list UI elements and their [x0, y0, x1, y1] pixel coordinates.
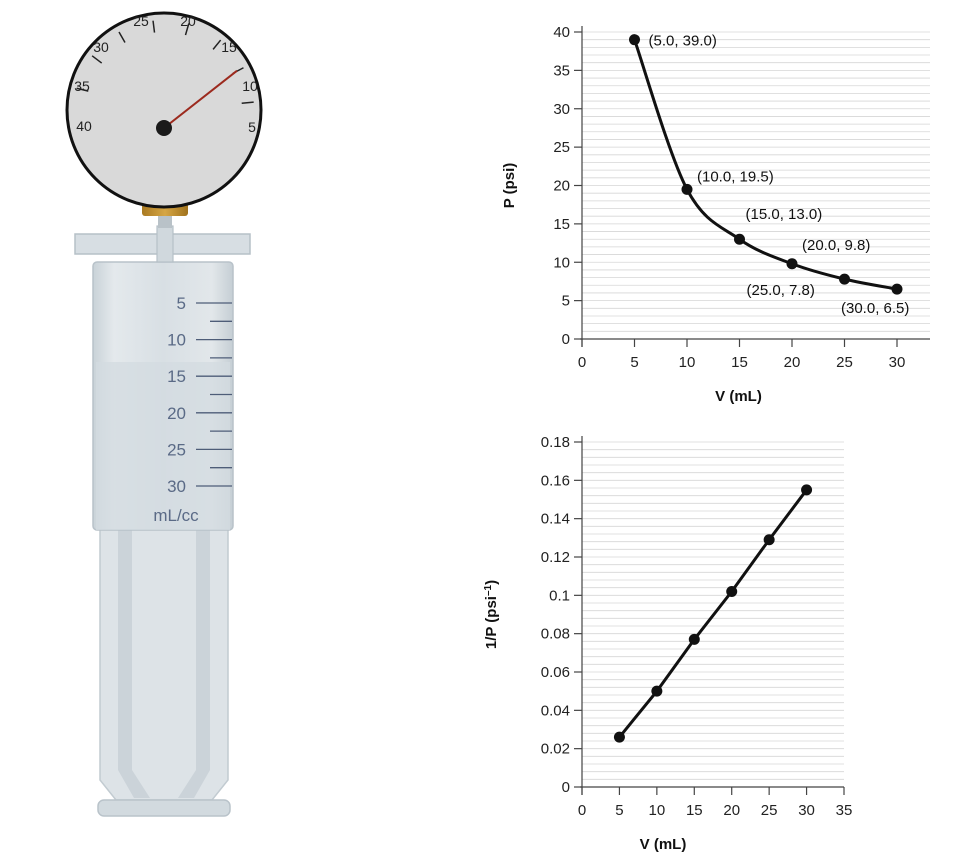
y-tick-label: 30: [553, 101, 570, 118]
gauge-tick: [91, 55, 103, 64]
y-axis-title-text: P (psi): [501, 163, 518, 209]
gauge-tick-label: 40: [76, 118, 92, 134]
y-tick-label: 0.02: [541, 741, 570, 758]
data-point: [688, 633, 700, 645]
y-tick-label: 35: [553, 62, 570, 79]
gauge-tick: [76, 87, 89, 92]
x-tick-label: 35: [836, 802, 853, 819]
y-tick-label: 0.08: [541, 626, 570, 643]
x-tick-label: 30: [798, 802, 815, 819]
x-tick-label: 20: [723, 802, 740, 819]
x-axis-title: V (mL): [715, 388, 762, 405]
data-label: (25.0, 7.8): [747, 282, 815, 299]
x-tick-label: 10: [649, 802, 666, 819]
y-tick-label: 40: [553, 24, 570, 41]
syringe-scale-label: 20: [167, 404, 186, 423]
gauge-tick: [184, 23, 190, 36]
data-label: (10.0, 19.5): [697, 168, 774, 185]
x-tick-label: 10: [679, 354, 696, 371]
data-point: [763, 534, 775, 546]
data-label: (5.0, 39.0): [649, 33, 717, 50]
gauge-pivot: [156, 120, 172, 136]
x-tick-label: 0: [578, 802, 586, 819]
y-tick-label: 0: [562, 779, 570, 796]
y-tick-label: 0.14: [541, 511, 570, 528]
gauge-tick: [152, 20, 156, 33]
syringe-scale-label: 15: [167, 367, 186, 386]
y-tick-label: 0.06: [541, 664, 570, 681]
data-point: [726, 586, 738, 597]
series-line: [618, 489, 808, 739]
x-tick-label: 25: [761, 802, 778, 819]
x-tick-label: 15: [731, 354, 748, 371]
data-label: (30.0, 6.5): [841, 300, 909, 317]
y-tick-label: 0: [562, 331, 570, 348]
syringe-scale-label: 10: [167, 331, 186, 350]
gauge-tick-label: 30: [93, 39, 109, 55]
gauge-tick-label: 25: [133, 13, 149, 29]
gauge-tick-label: 20: [180, 13, 196, 29]
x-tick-label: 5: [615, 802, 623, 819]
data-point: [629, 34, 640, 46]
syringe-barrel: [74, 225, 251, 531]
y-tick-label: 0.1: [549, 587, 570, 604]
data-point: [613, 731, 625, 743]
gauge-needle: [163, 69, 238, 129]
x-tick-label: 15: [686, 802, 703, 819]
gauge-tick: [212, 39, 222, 50]
x-tick-label: 5: [630, 354, 638, 371]
y-tick-label: 25: [553, 139, 570, 156]
y-axis-title: 1/P (psi–1): [483, 580, 501, 649]
x-tick-label: 0: [578, 354, 586, 371]
data-point: [839, 273, 850, 285]
gauge-tick-label: 5: [248, 119, 256, 135]
syringe-scale-label: 25: [167, 440, 186, 459]
syringe-scale-label: 30: [167, 477, 186, 496]
y-tick-label: 15: [553, 216, 570, 233]
syringe-scale: 5 10 15 20 25 30: [167, 294, 232, 496]
y-tick-label: 0.18: [541, 434, 570, 451]
y-tick-label: 0.04: [541, 702, 570, 719]
data-label: (20.0, 9.8): [802, 237, 870, 254]
y-tick-label: 10: [553, 254, 570, 271]
gauge-tick-label: 15: [221, 39, 237, 55]
syringe-scale-label: 5: [177, 294, 186, 313]
data-point: [786, 258, 798, 270]
y-tick-label: 0.12: [541, 549, 570, 566]
data-point: [651, 685, 663, 697]
data-point: [681, 183, 693, 195]
y-tick-label: 20: [553, 178, 570, 195]
y-axis-title-superscript: –1: [483, 584, 494, 596]
x-tick-label: 20: [784, 354, 801, 371]
y-axis-title-text: 1/P (psi: [483, 596, 500, 649]
gauge-tick: [118, 31, 126, 43]
data-point: [891, 283, 903, 295]
gauge-tick-label: 10: [242, 78, 258, 94]
x-tick-label: 30: [889, 354, 906, 371]
y-tick-label: 5: [562, 293, 570, 310]
syringe-plunger: [97, 527, 231, 817]
data-point: [734, 233, 745, 245]
x-axis-title: V (mL): [640, 836, 687, 853]
y-axis-title: P (psi): [501, 163, 518, 209]
data-point: [801, 484, 813, 496]
x-tick-label: 25: [836, 354, 853, 371]
y-axis-title-close: ): [483, 580, 500, 585]
gauge-tick: [241, 101, 254, 104]
data-label: (15.0, 13.0): [746, 206, 823, 223]
y-tick-label: 0.16: [541, 472, 570, 489]
syringe-unit-label: mL/cc: [153, 506, 199, 525]
